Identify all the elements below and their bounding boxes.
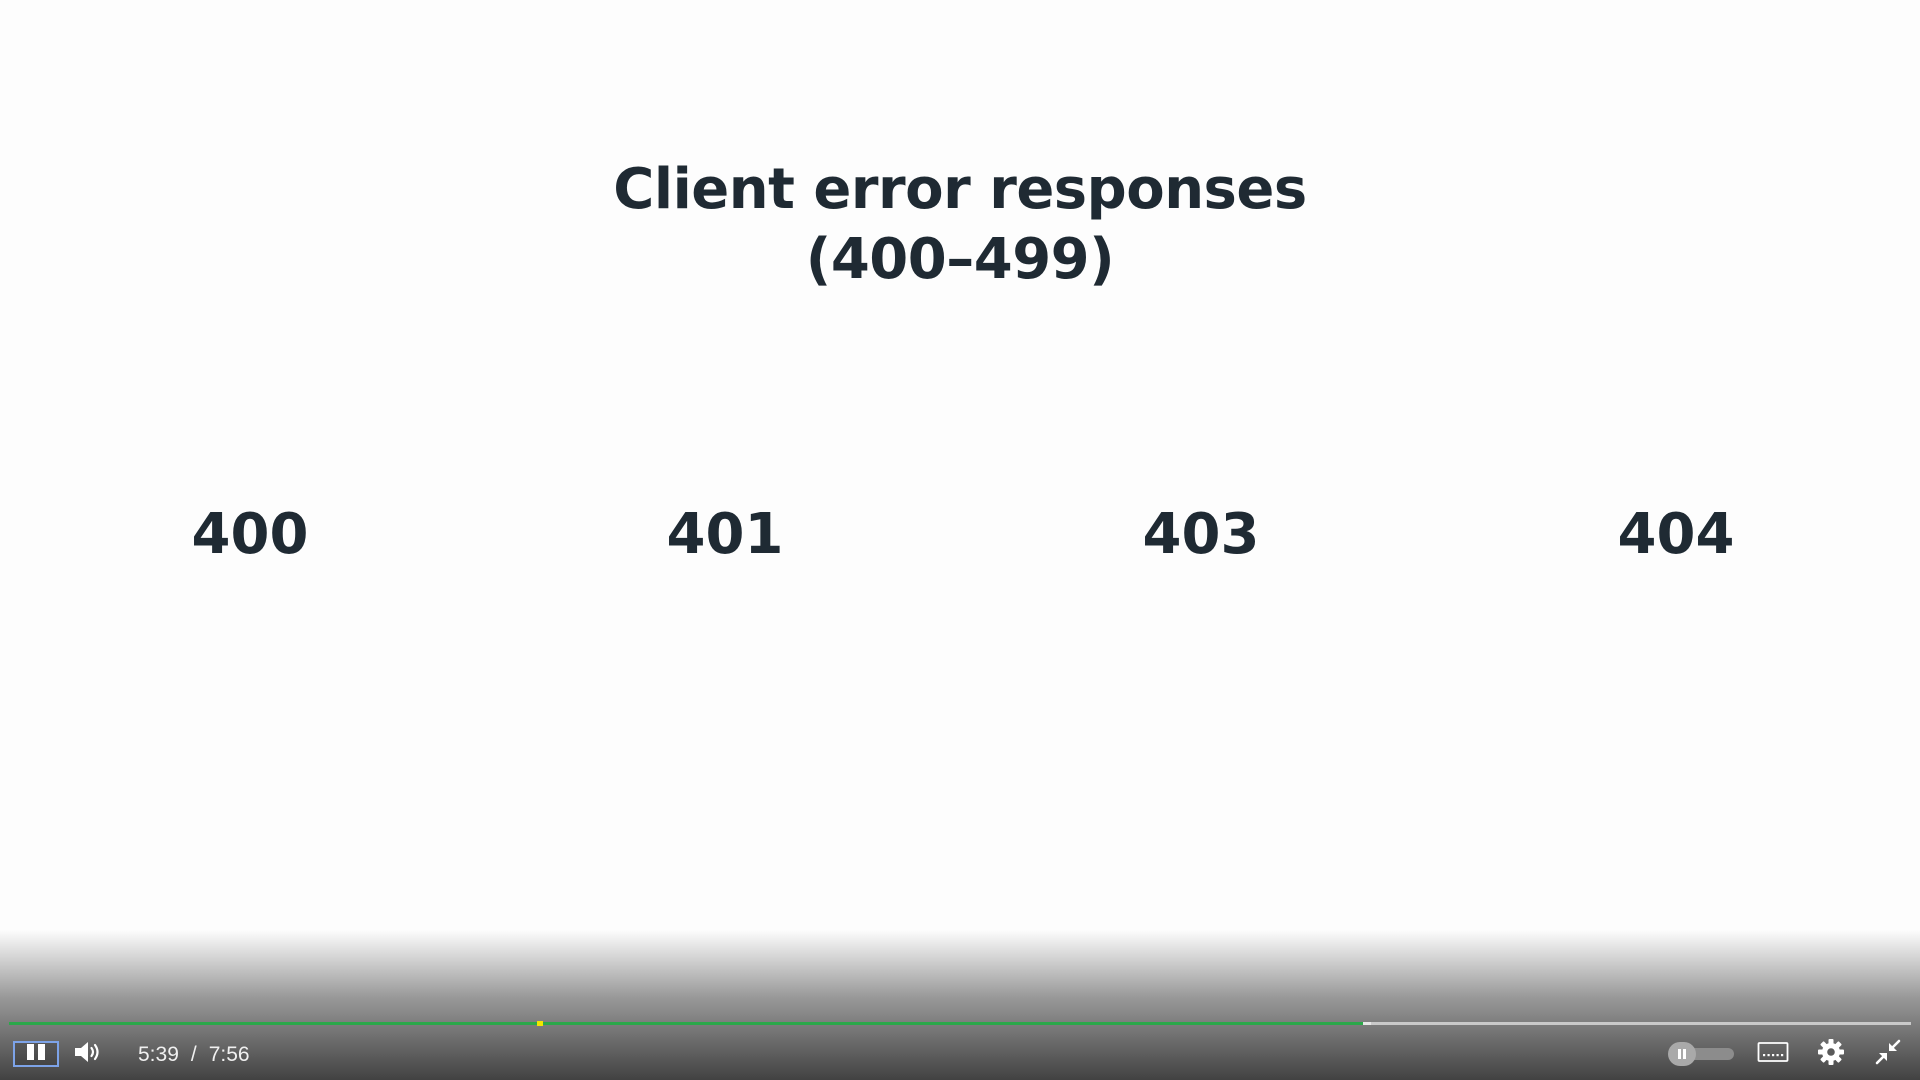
slide-title-line-1: Client error responses [613, 157, 1307, 222]
pause-button[interactable] [13, 1041, 59, 1067]
pause-icon [1676, 1045, 1688, 1064]
seek-bar-marker[interactable] [536, 1021, 543, 1026]
seek-bar-played [9, 1022, 1364, 1025]
exit-fullscreen-button[interactable] [1871, 1038, 1905, 1070]
volume-icon [72, 1039, 102, 1069]
seek-bar[interactable] [9, 1021, 1911, 1026]
volume-button[interactable] [70, 1039, 104, 1069]
slide-title: Client error responses (400–499) [0, 155, 1920, 295]
pause-icon [25, 1043, 47, 1065]
status-code-401: 401 [666, 502, 784, 567]
time-separator: / [190, 1043, 197, 1066]
slide-title-line-2: (400–499) [805, 227, 1115, 292]
autoplay-toggle[interactable] [1668, 1042, 1734, 1066]
control-bar: 5:39 / 7:56 [0, 1034, 1920, 1074]
captions-icon [1757, 1041, 1789, 1067]
duration: 7:56 [208, 1043, 250, 1066]
controls-gradient [0, 930, 1920, 1080]
autoplay-toggle-knob [1668, 1042, 1696, 1066]
status-code-403: 403 [1142, 502, 1260, 567]
status-code-404: 404 [1617, 502, 1735, 567]
current-time: 5:39 [138, 1043, 179, 1066]
status-code-400: 400 [191, 502, 309, 567]
gear-icon [1817, 1038, 1845, 1070]
captions-button[interactable] [1756, 1041, 1790, 1067]
time-display: 5:39 / 7:56 [138, 1043, 250, 1067]
exit-fullscreen-icon [1875, 1039, 1901, 1069]
settings-button[interactable] [1814, 1038, 1848, 1070]
